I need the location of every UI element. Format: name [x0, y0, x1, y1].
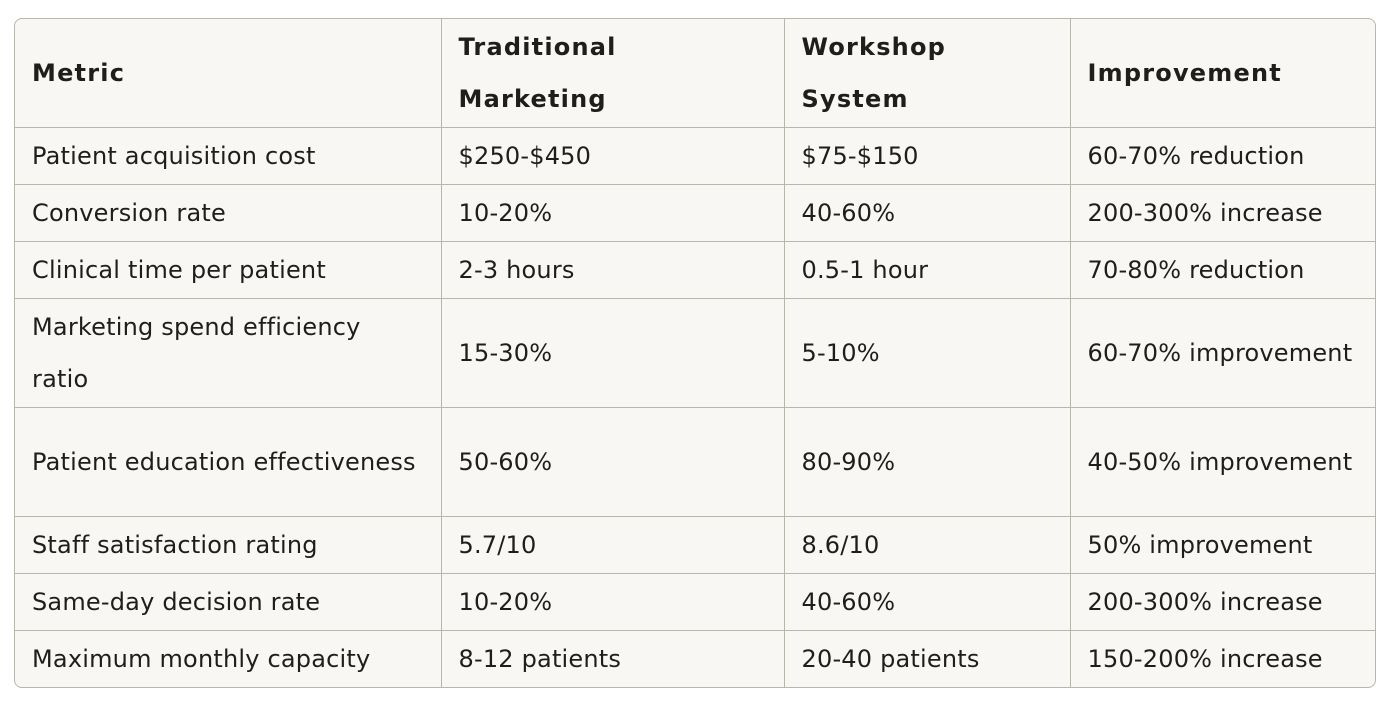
table-row: Same-day decision rate 10-20% 40-60% 200… — [15, 573, 1375, 631]
header-traditional-marketing: Traditional Marketing — [441, 19, 785, 128]
cell-workshop: 8.6/10 — [784, 516, 1071, 574]
table-row: Marketing spend efficiency ratio 15-30% … — [15, 298, 1375, 408]
cell-workshop: 20-40 patients — [784, 630, 1071, 687]
cell-workshop: 5-10% — [784, 298, 1071, 408]
cell-traditional: 5.7/10 — [441, 516, 785, 574]
cell-traditional: $250-$450 — [441, 127, 785, 185]
cell-metric: Patient acquisition cost — [15, 127, 442, 185]
table-row: Maximum monthly capacity 8-12 patients 2… — [15, 630, 1375, 687]
comparison-table: Metric Traditional Marketing Workshop Sy… — [14, 18, 1376, 688]
cell-improvement: 50% improvement — [1070, 516, 1375, 574]
cell-improvement: 200-300% increase — [1070, 573, 1375, 631]
cell-traditional: 10-20% — [441, 184, 785, 242]
cell-workshop: 0.5-1 hour — [784, 241, 1071, 299]
cell-workshop: $75-$150 — [784, 127, 1071, 185]
cell-metric: Clinical time per patient — [15, 241, 442, 299]
cell-workshop: 80-90% — [784, 407, 1071, 517]
table-row: Conversion rate 10-20% 40-60% 200-300% i… — [15, 184, 1375, 242]
cell-improvement: 40-50% improvement — [1070, 407, 1375, 517]
cell-improvement: 70-80% reduction — [1070, 241, 1375, 299]
header-metric: Metric — [15, 19, 442, 128]
cell-traditional: 2-3 hours — [441, 241, 785, 299]
cell-metric: Marketing spend efficiency ratio — [15, 298, 442, 408]
cell-metric: Conversion rate — [15, 184, 442, 242]
table-row: Clinical time per patient 2-3 hours 0.5-… — [15, 241, 1375, 299]
table-row: Patient education effectiveness 50-60% 8… — [15, 407, 1375, 517]
cell-metric: Patient education effectiveness — [15, 407, 442, 517]
table-row: Patient acquisition cost $250-$450 $75-$… — [15, 127, 1375, 185]
cell-traditional: 10-20% — [441, 573, 785, 631]
cell-improvement: 60-70% reduction — [1070, 127, 1375, 185]
cell-improvement: 200-300% increase — [1070, 184, 1375, 242]
metrics-table: Metric Traditional Marketing Workshop Sy… — [15, 19, 1375, 687]
cell-improvement: 150-200% increase — [1087, 645, 1323, 673]
cell-traditional: 8-12 patients — [441, 630, 785, 687]
header-improvement: Improvement — [1070, 19, 1375, 128]
cell-workshop: 40-60% — [784, 573, 1071, 631]
header-row: Metric Traditional Marketing Workshop Sy… — [15, 19, 1375, 128]
cell-traditional: 15-30% — [441, 298, 785, 408]
table-row: Staff satisfaction rating 5.7/10 8.6/10 … — [15, 516, 1375, 574]
header-workshop-system: Workshop System — [784, 19, 1071, 128]
cell-metric: Same-day decision rate — [15, 573, 442, 631]
cell-traditional: 50-60% — [441, 407, 785, 517]
cell-workshop: 40-60% — [784, 184, 1071, 242]
cell-improvement: 60-70% improvement — [1070, 298, 1375, 408]
cell-metric: Staff satisfaction rating — [15, 516, 442, 574]
cell-metric: Maximum monthly capacity — [15, 630, 442, 687]
